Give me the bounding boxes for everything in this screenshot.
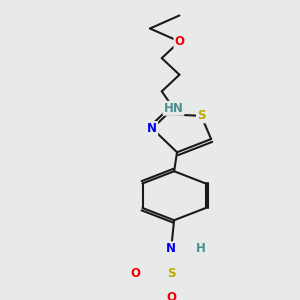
Text: S: S <box>167 267 176 280</box>
Text: HN: HN <box>164 102 184 115</box>
Text: H: H <box>196 242 206 255</box>
Text: O: O <box>174 35 184 48</box>
Text: N: N <box>147 122 157 135</box>
Text: S: S <box>197 109 206 122</box>
Text: O: O <box>166 291 176 300</box>
Text: N: N <box>166 242 176 255</box>
Text: O: O <box>131 267 141 280</box>
